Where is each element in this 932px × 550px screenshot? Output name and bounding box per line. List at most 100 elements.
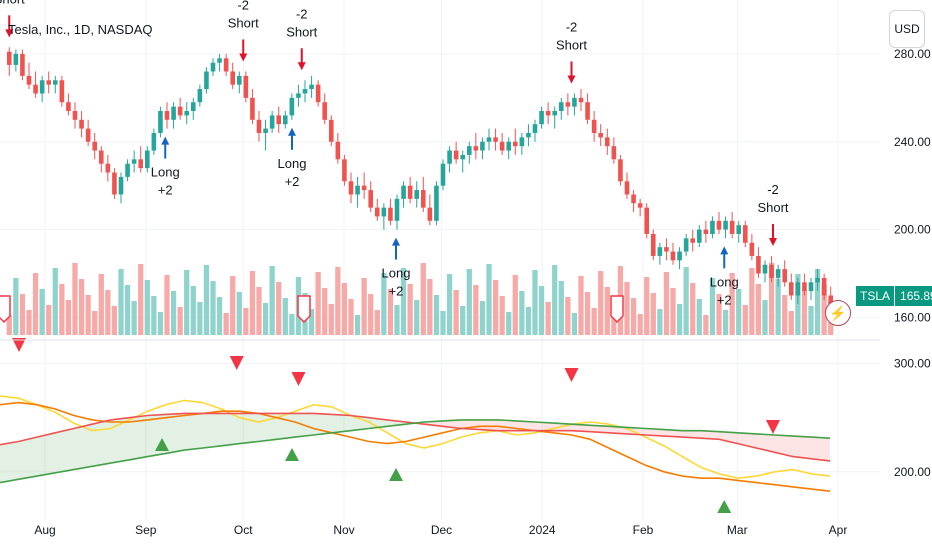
volume-bar	[552, 265, 558, 335]
volume-bar	[525, 307, 532, 335]
candle-body	[151, 132, 157, 151]
volume-bar	[98, 274, 104, 335]
candle-body	[762, 264, 768, 274]
cloud-fill	[664, 429, 683, 438]
price-tick-label: 160.00	[894, 310, 931, 324]
last-price-tag: TSLA 165.89	[856, 286, 932, 306]
candle-body	[112, 172, 117, 195]
earnings-icon	[0, 295, 11, 324]
candle-body	[677, 251, 682, 261]
candle-body	[710, 220, 715, 234]
candle-body	[769, 264, 774, 278]
candle-body	[105, 163, 111, 173]
currency-button[interactable]: USD	[889, 10, 925, 48]
candle-body	[532, 124, 538, 133]
candle-body	[473, 146, 479, 151]
volume-bar	[808, 306, 814, 335]
volume-bar	[92, 311, 98, 335]
volume-bar	[506, 312, 512, 335]
time-tick-label: 2024	[529, 523, 556, 537]
candle-body	[591, 119, 597, 133]
cloud-fill	[73, 424, 93, 470]
volume-bar	[39, 289, 45, 335]
signal-label: Short	[556, 37, 587, 52]
volume-bar	[170, 291, 177, 335]
volume-bar	[354, 315, 361, 335]
volume-bar	[236, 292, 242, 335]
candle-body	[204, 71, 209, 90]
cloud-fill	[110, 417, 130, 464]
candle-body	[407, 185, 413, 199]
candle-body	[637, 203, 643, 208]
candle-body	[729, 220, 735, 234]
cloud-fill	[516, 420, 535, 431]
signal-label: +2	[389, 284, 404, 299]
volume-bar	[184, 270, 190, 335]
candle-body	[480, 141, 485, 151]
volume-bar	[492, 280, 499, 335]
price-scale[interactable]: 280.00 240.00 200.00 160.00 300.00 200.00	[894, 47, 931, 479]
candle-body	[585, 102, 590, 120]
volume-bar	[262, 303, 269, 335]
candle-body	[197, 89, 203, 103]
candles	[6, 47, 834, 309]
candle-body	[821, 277, 827, 296]
candle-body	[368, 190, 374, 208]
cloud-fill	[479, 419, 498, 431]
cloud-fill	[0, 441, 19, 483]
candle-body	[598, 132, 604, 138]
candle-body	[453, 150, 459, 160]
volume-bar	[532, 270, 538, 335]
candle-body	[302, 89, 308, 94]
cloud-fill	[793, 436, 812, 459]
cloud-fill	[682, 430, 701, 439]
signal-label: Short	[286, 24, 317, 39]
candle-body	[420, 190, 426, 208]
candle-body	[243, 75, 249, 98]
candle-body	[828, 295, 834, 305]
volume-bar	[13, 278, 19, 335]
volume-bar	[52, 268, 58, 335]
candle-body	[802, 282, 807, 292]
volume-bar	[795, 274, 801, 335]
candle-body	[388, 207, 393, 221]
volume-bar	[118, 269, 124, 335]
candle-body	[98, 150, 104, 164]
ma-line	[0, 395, 831, 480]
volume-bar	[821, 285, 827, 335]
candle-body	[250, 97, 255, 120]
time-scale[interactable]: Aug Sep Oct Nov Dec 2024 Feb Mar Apr	[34, 523, 847, 537]
volume-bar	[341, 283, 348, 335]
volume-bar	[591, 308, 597, 335]
candle-body	[289, 97, 295, 116]
candle-body	[486, 137, 492, 142]
volume-bar	[473, 285, 479, 335]
candle-body	[394, 198, 400, 221]
lightning-icon[interactable]: ⚡	[825, 300, 851, 326]
candle-body	[52, 80, 58, 85]
candle-body	[361, 185, 367, 191]
candle-body	[611, 146, 617, 160]
currency-label: USD	[894, 22, 920, 36]
volume-bar	[729, 273, 735, 335]
cloud-fill	[368, 417, 388, 429]
candle-body	[46, 80, 52, 85]
volume-bar	[269, 266, 275, 335]
cloud-fill	[221, 413, 240, 446]
short-arrow-head	[297, 62, 306, 71]
candle-body	[519, 137, 525, 147]
volume-bar	[762, 300, 768, 335]
cloud-fill	[36, 432, 56, 477]
candle-body	[526, 132, 531, 138]
candle-body	[670, 251, 676, 261]
volume-bar	[6, 315, 12, 335]
earnings-icon	[610, 295, 624, 324]
time-tick-label: Apr	[829, 523, 848, 537]
volume-bar	[716, 294, 722, 335]
volume-bar	[768, 263, 775, 335]
ticker-price: 165.89	[894, 286, 932, 306]
price-tick-label: 200.00	[894, 223, 931, 237]
volume-bar	[414, 300, 420, 335]
volume-bar	[144, 280, 150, 335]
signal-label: +2	[717, 292, 732, 307]
